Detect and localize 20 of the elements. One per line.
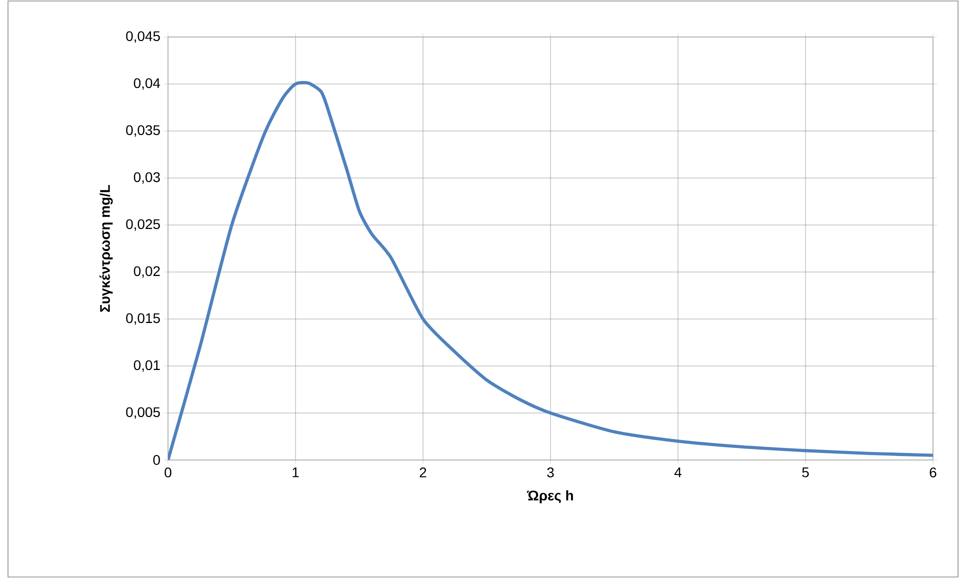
y-tick-label: 0,005 — [126, 407, 160, 419]
x-tick-label: 5 — [802, 468, 809, 478]
y-tick-label: 0,035 — [126, 125, 160, 137]
x-tick-label: 0 — [164, 468, 172, 478]
x-axis-title: Ώρες h — [526, 490, 573, 504]
y-tick-label: 0,03 — [134, 172, 160, 184]
y-tick-label: 0,015 — [126, 313, 160, 325]
x-tick-label: 4 — [674, 468, 682, 478]
y-tick-label: 0,025 — [126, 219, 160, 231]
x-tick-label: 3 — [547, 468, 554, 478]
y-axis-title: Συγκέντρωση mg/L — [100, 184, 113, 312]
y-tick-label: 0,02 — [134, 266, 160, 278]
y-tick-label: 0,04 — [134, 78, 160, 90]
x-tick-label: 2 — [420, 468, 426, 478]
line-series — [168, 81, 934, 460]
y-tick-label: 0 — [153, 455, 160, 465]
y-tick-label: 0,01 — [134, 360, 160, 372]
y-tick-label: 0,045 — [126, 31, 160, 43]
x-tick-label: 6 — [930, 468, 936, 478]
x-tick-label: 1 — [292, 468, 299, 478]
